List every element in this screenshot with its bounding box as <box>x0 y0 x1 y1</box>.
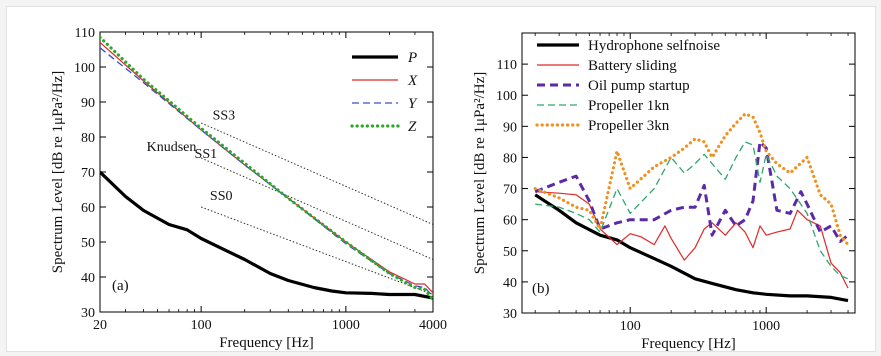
annotation-ss3: SS3 <box>213 109 236 124</box>
y-axis-label: Spectrum Level [dB re 1μPa²/Hz] <box>472 72 488 274</box>
y-tick-label: 60 <box>81 201 95 216</box>
y-tick-label: 90 <box>81 96 95 111</box>
y-tick-label: 80 <box>503 151 517 166</box>
y-tick-label: 100 <box>74 61 95 76</box>
y-tick-label: 70 <box>81 166 95 181</box>
chart-panel-2: 100 1000 30 40 50 60 70 80 90 100 110 Frequency [Hz… <box>472 33 855 352</box>
legend-label: Battery sliding <box>588 58 677 74</box>
y-tick-label: 110 <box>75 26 95 41</box>
x-tick-label: 100 <box>620 319 641 334</box>
y-tick-label: 40 <box>503 276 517 291</box>
y-tick-label: 50 <box>503 245 517 260</box>
panel-label: (a) <box>112 278 129 294</box>
y-tick-label: 110 <box>497 58 517 73</box>
y-tick-label: 70 <box>503 183 517 198</box>
plot-area <box>522 33 855 313</box>
x-tick-label: 100 <box>191 318 212 333</box>
x-axis-label: Frequency [Hz] <box>219 335 314 351</box>
legend-label: Z <box>408 119 417 135</box>
y-tick-label: 90 <box>503 120 517 135</box>
x-axis-label: Frequency [Hz] <box>641 336 736 352</box>
x-tick-label: 4000 <box>419 318 447 333</box>
legend-label: Hydrophone selfnoise <box>588 38 720 54</box>
chart-panel-1: 20 100 1000 4000 30 40 50 60 70 80 90 100 110 Frequen… <box>50 26 447 351</box>
annotation-ss0: SS0 <box>210 189 233 204</box>
y-tick-label: 60 <box>503 214 517 229</box>
y-tick-label: 80 <box>81 131 95 146</box>
panel-label: (b) <box>532 281 550 297</box>
x-tick-label: 20 <box>93 318 107 333</box>
y-tick-label: 100 <box>496 89 517 104</box>
x-tick-label: 1000 <box>752 319 780 334</box>
annotation-ss1: SS1 <box>195 147 218 162</box>
y-tick-label: 30 <box>503 307 517 322</box>
y-tick-label: 40 <box>81 271 95 286</box>
legend-label: Propeller 3kn <box>588 118 670 134</box>
annotation-knudsen: Knudsen <box>147 140 197 155</box>
y-tick-label: 50 <box>81 236 95 251</box>
y-axis-label: Spectrum Level [dB re 1μPa²/Hz] <box>50 71 66 273</box>
legend-label: Propeller 1kn <box>588 98 670 114</box>
x-tick-label: 1000 <box>332 318 360 333</box>
legend-label: Oil pump startup <box>588 78 690 94</box>
legend-label: P <box>407 50 417 66</box>
y-tick-label: 30 <box>81 306 95 321</box>
legend-label: X <box>407 73 418 89</box>
